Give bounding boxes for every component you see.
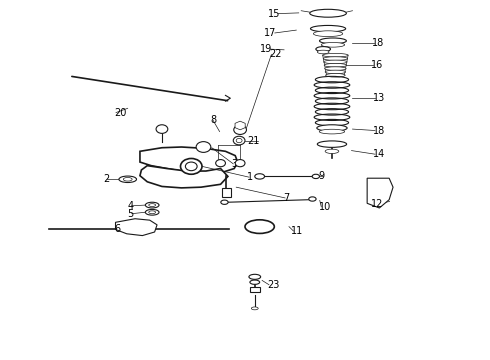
Ellipse shape	[314, 31, 343, 37]
Ellipse shape	[251, 307, 258, 310]
Text: 1: 1	[247, 172, 253, 182]
Text: 15: 15	[268, 9, 280, 19]
Ellipse shape	[319, 129, 344, 134]
Circle shape	[235, 159, 245, 167]
Text: 12: 12	[371, 199, 384, 210]
Ellipse shape	[316, 46, 331, 51]
Ellipse shape	[311, 26, 345, 32]
Text: 5: 5	[127, 209, 134, 219]
Ellipse shape	[149, 204, 156, 207]
Text: 16: 16	[371, 59, 383, 69]
Text: 22: 22	[270, 49, 282, 59]
Ellipse shape	[318, 50, 329, 54]
Ellipse shape	[326, 73, 345, 77]
Text: 6: 6	[114, 225, 121, 234]
Ellipse shape	[146, 210, 159, 215]
Circle shape	[233, 136, 245, 145]
Ellipse shape	[319, 38, 346, 44]
Circle shape	[196, 141, 211, 152]
Text: 19: 19	[260, 44, 272, 54]
Ellipse shape	[309, 197, 316, 201]
Text: 13: 13	[373, 93, 385, 103]
Ellipse shape	[325, 67, 346, 71]
Ellipse shape	[123, 177, 132, 181]
Text: 4: 4	[127, 201, 134, 211]
Circle shape	[156, 125, 168, 134]
Polygon shape	[367, 178, 393, 208]
Circle shape	[180, 158, 202, 174]
Text: 18: 18	[373, 126, 385, 135]
Polygon shape	[116, 219, 157, 235]
Ellipse shape	[250, 280, 260, 284]
Text: 3: 3	[231, 159, 238, 169]
Ellipse shape	[149, 211, 156, 214]
Text: 10: 10	[319, 202, 332, 212]
Text: 8: 8	[211, 115, 217, 125]
Bar	[221, 188, 231, 197]
Text: 23: 23	[267, 280, 279, 290]
Circle shape	[234, 125, 246, 134]
Ellipse shape	[324, 60, 347, 64]
Ellipse shape	[318, 141, 346, 147]
Text: 14: 14	[373, 149, 385, 159]
Ellipse shape	[325, 149, 339, 153]
Circle shape	[236, 138, 242, 143]
Ellipse shape	[245, 220, 274, 233]
Ellipse shape	[323, 57, 347, 60]
Polygon shape	[140, 166, 228, 188]
Text: 7: 7	[283, 193, 290, 203]
Text: 21: 21	[247, 136, 260, 145]
Text: 18: 18	[372, 38, 384, 48]
Ellipse shape	[221, 200, 228, 204]
Text: 20: 20	[114, 108, 126, 118]
Ellipse shape	[119, 176, 137, 183]
Bar	[250, 287, 260, 292]
Ellipse shape	[146, 202, 159, 208]
Text: 9: 9	[318, 171, 324, 181]
Text: 11: 11	[292, 226, 304, 236]
Polygon shape	[140, 147, 238, 174]
Circle shape	[185, 162, 197, 171]
Ellipse shape	[255, 174, 265, 179]
Circle shape	[216, 159, 225, 167]
Ellipse shape	[321, 42, 344, 47]
Text: 17: 17	[265, 28, 277, 38]
Ellipse shape	[317, 125, 347, 131]
Ellipse shape	[312, 174, 319, 179]
Ellipse shape	[249, 274, 261, 279]
Ellipse shape	[310, 9, 346, 17]
Ellipse shape	[325, 70, 345, 74]
Ellipse shape	[324, 63, 346, 67]
Text: 2: 2	[103, 174, 109, 184]
Ellipse shape	[323, 53, 348, 57]
